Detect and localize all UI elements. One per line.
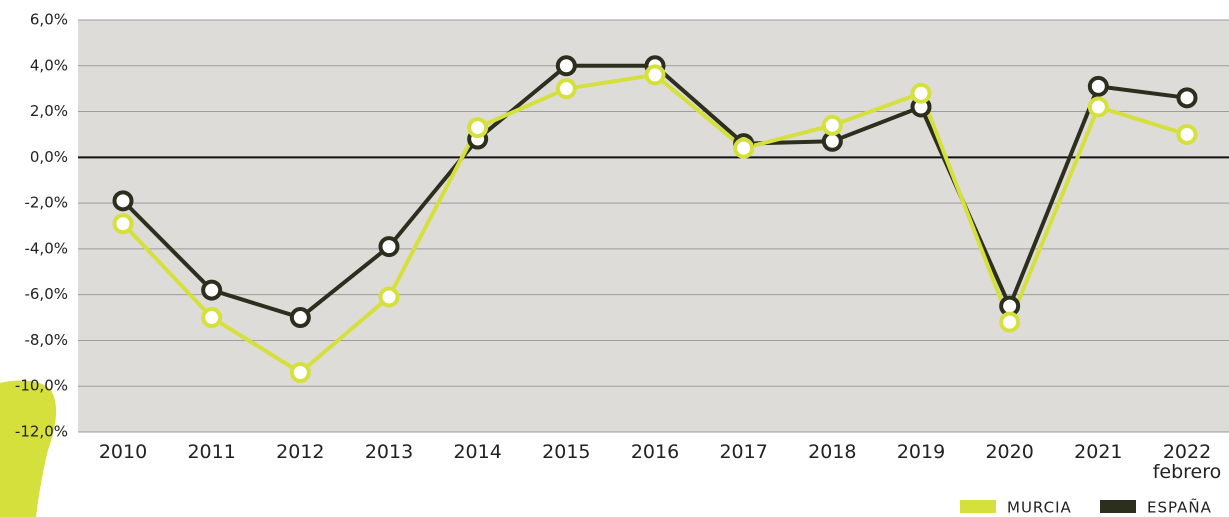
point — [378, 236, 400, 258]
y-tick-label: 4,0% — [30, 56, 68, 74]
y-tick-label: -10,0% — [15, 377, 68, 395]
x-tick-label: 2016 — [630, 441, 680, 463]
point — [289, 361, 311, 383]
point — [378, 286, 400, 308]
point — [467, 117, 489, 139]
x-tick-label: 2022 febrero — [1152, 441, 1222, 483]
x-tick-label: 2015 — [542, 441, 591, 463]
x-tick-label: 2018 — [808, 441, 857, 463]
point — [112, 190, 134, 212]
point — [733, 137, 755, 159]
x-tick-label: 2010 — [98, 441, 148, 463]
legend-label: ESPAÑA — [1147, 498, 1212, 517]
point — [555, 78, 577, 100]
point — [910, 82, 932, 104]
point — [201, 279, 223, 301]
x-tick-label: 2013 — [364, 441, 414, 463]
decoration — [0, 380, 57, 517]
point — [1087, 75, 1109, 97]
point — [201, 307, 223, 329]
point — [112, 213, 134, 235]
y-tick-label: -6,0% — [24, 285, 68, 303]
y-tick-label: 6,0% — [30, 11, 68, 29]
y-tick-label: -2,0% — [24, 194, 68, 212]
point — [289, 307, 311, 329]
x-tick-label: 2012 — [276, 441, 325, 463]
point — [999, 311, 1021, 333]
x-tick-label: 2017 — [719, 441, 768, 463]
point — [644, 64, 666, 86]
y-tick-label: 0,0% — [30, 148, 68, 166]
legend-swatch — [1100, 500, 1136, 513]
legend-swatch — [960, 500, 996, 513]
x-tick-label: 2020 — [985, 441, 1034, 463]
point — [555, 55, 577, 77]
point — [821, 114, 843, 136]
x-tick-label: 2021 — [1074, 441, 1123, 463]
y-tick-label: 2,0% — [30, 102, 68, 120]
point — [1176, 123, 1198, 145]
point — [1087, 96, 1109, 118]
plot-area — [78, 20, 1229, 432]
legend-label: MURCIA — [1007, 499, 1072, 517]
y-tick-label: -4,0% — [24, 239, 68, 257]
x-tick-label: 2011 — [187, 441, 236, 463]
y-tick-label: -8,0% — [24, 331, 68, 349]
x-tick-label: 2019 — [896, 441, 946, 463]
y-tick-label: -12,0% — [15, 423, 68, 441]
x-tick-label: 2014 — [453, 441, 502, 463]
point — [1176, 87, 1198, 109]
